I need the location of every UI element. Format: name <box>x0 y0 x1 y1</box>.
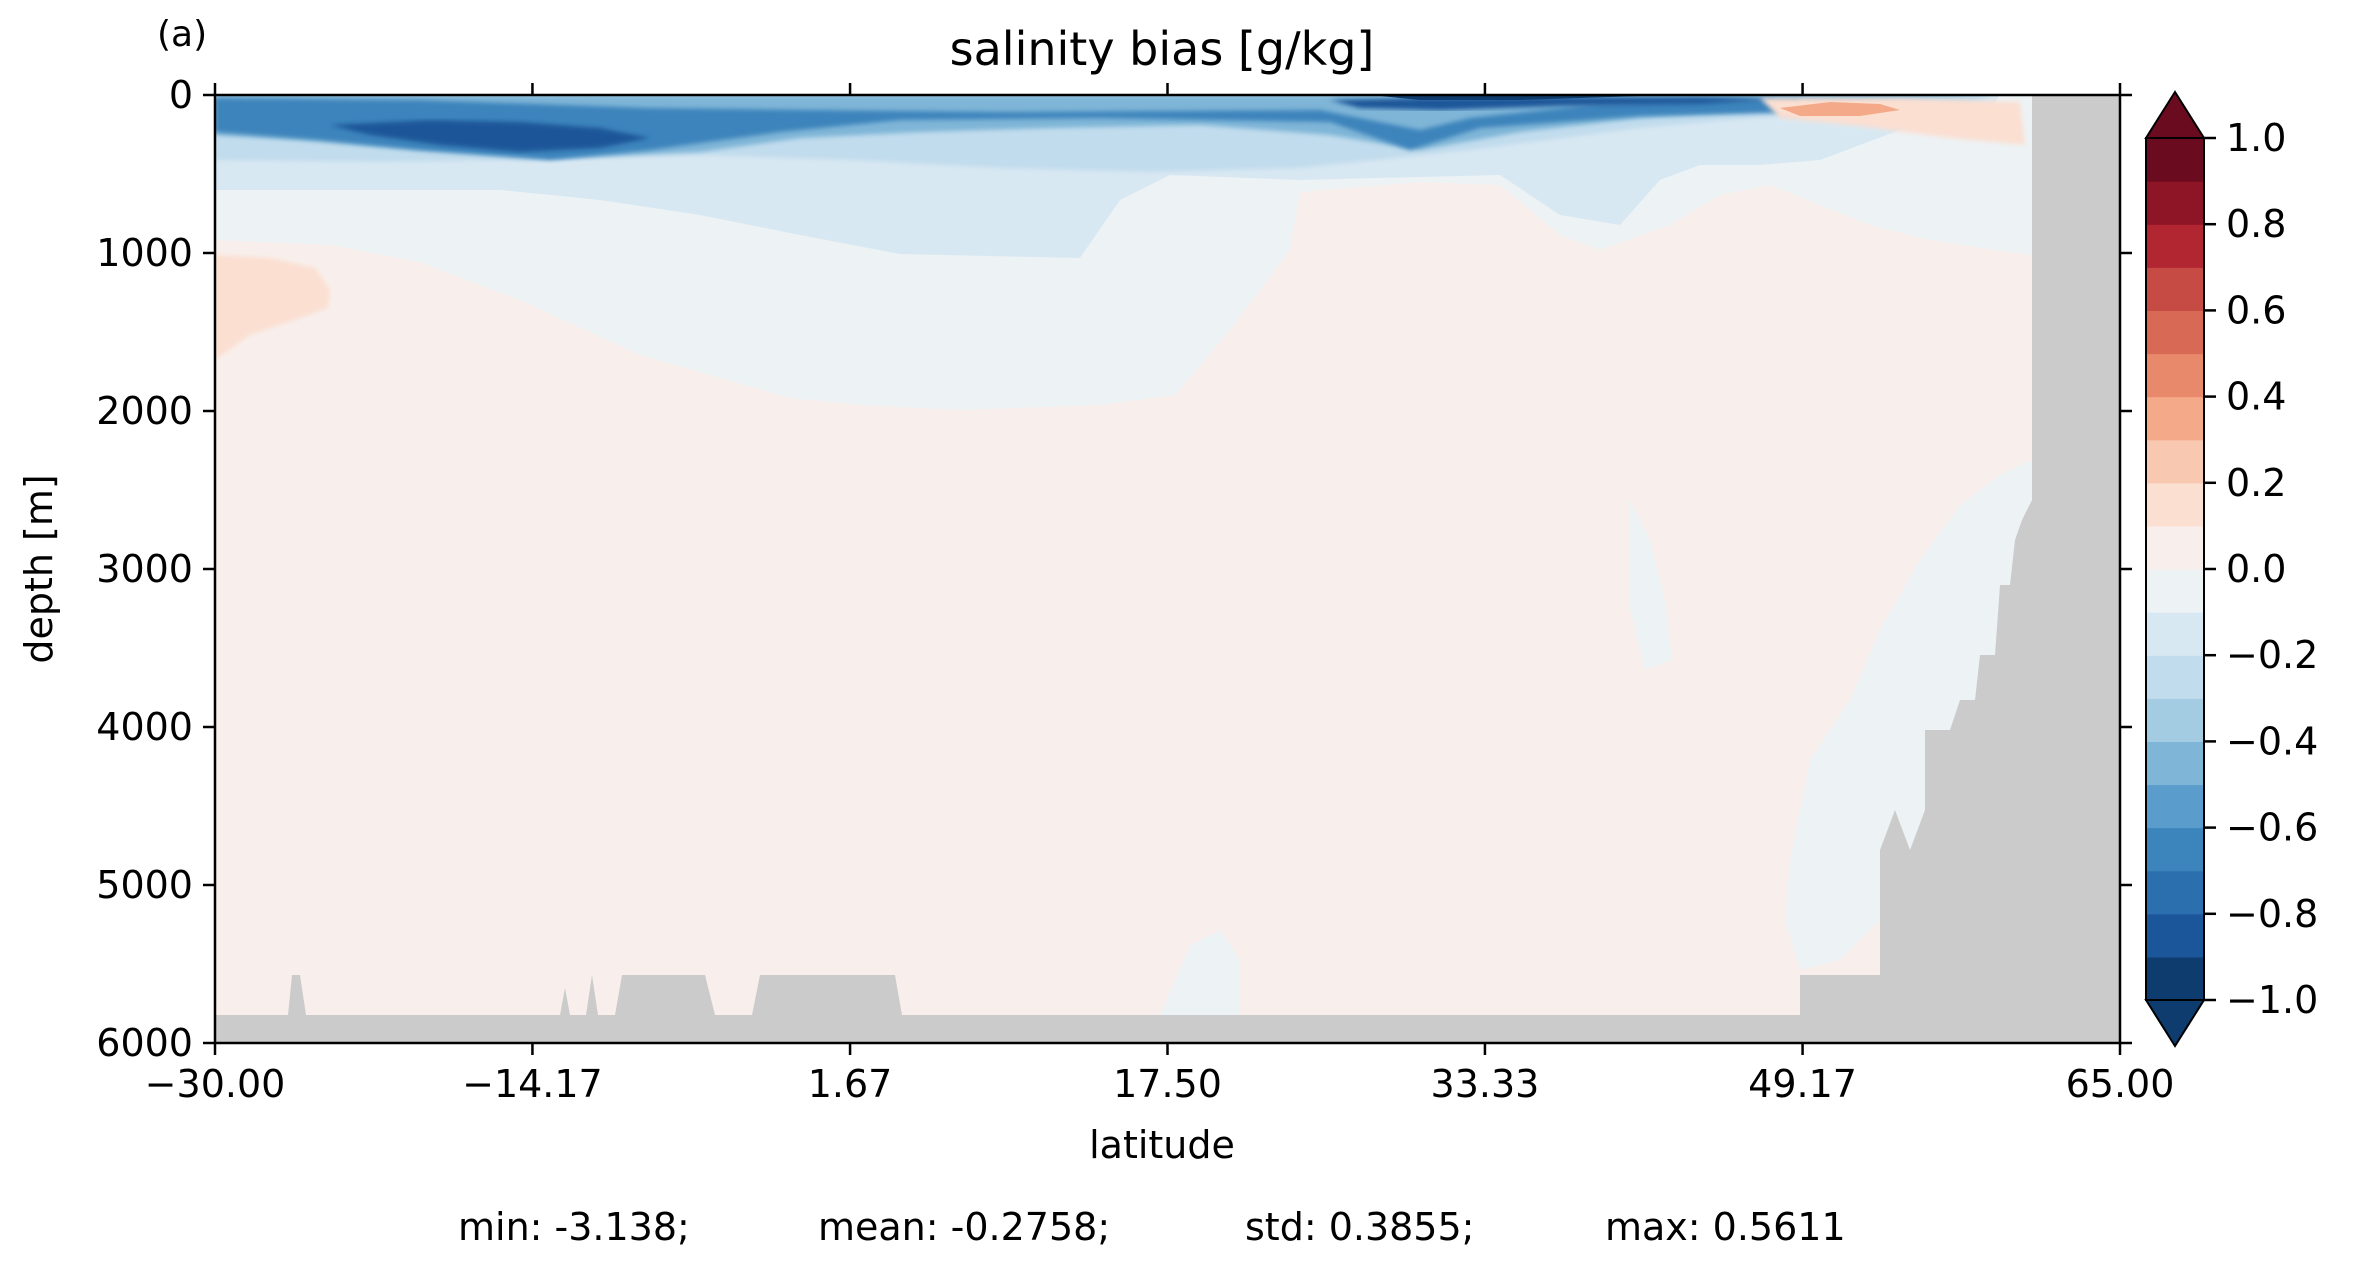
x-tick-label: 1.67 <box>808 1062 893 1106</box>
colorbar-segment <box>2146 310 2204 355</box>
colorbar: −1.0 −0.8 −0.6 −0.4 −0.2 0.0 0.2 0.4 0.6 0.8 1.0 <box>2144 90 2318 1048</box>
y-tick-label: 0 <box>169 73 193 117</box>
seamount-1 <box>288 975 306 1015</box>
y-tick-label: 5000 <box>96 863 193 907</box>
y-tick-label: 2000 <box>96 389 193 433</box>
seafloor <box>215 95 2120 1043</box>
colorbar-segment <box>2146 698 2204 742</box>
colorbar-segment <box>2146 353 2204 398</box>
colorbar-tick-label: 0.2 <box>2226 461 2286 505</box>
colorbar-segment <box>2146 956 2204 1001</box>
colorbar-segment <box>2146 267 2204 311</box>
colorbar-tick-label: 0.8 <box>2226 202 2286 246</box>
stat-max: max: 0.5611 <box>1605 1205 1846 1249</box>
colorbar-tick-label: −0.6 <box>2226 806 2318 850</box>
x-tick-label: −30.00 <box>145 1062 286 1106</box>
stat-min: min: -3.138; <box>458 1205 690 1249</box>
colorbar-tick-label: 1.0 <box>2226 116 2286 160</box>
x-tick-label: 49.17 <box>1748 1062 1857 1106</box>
bottom-fresh-patch <box>1160 930 1240 1015</box>
y-tick-label: 6000 <box>96 1021 193 1065</box>
seamount-2 <box>560 988 570 1015</box>
colorbar-segment <box>2146 525 2204 570</box>
x-tick-label: 65.00 <box>2066 1062 2175 1106</box>
colorbar-tick-label: 0.6 <box>2226 288 2286 332</box>
colorbar-segment <box>2146 569 2204 613</box>
y-tick-label: 1000 <box>96 231 193 275</box>
x-tick-label: −14.17 <box>462 1062 603 1106</box>
subpolar-salty-core <box>1780 102 1900 116</box>
summary-stats: min: -3.138; mean: -0.2758; std: 0.3855;… <box>458 1205 1846 1249</box>
y-tick-label: 4000 <box>96 705 193 749</box>
colorbar-segment <box>2146 396 2204 441</box>
ridge-1 <box>615 975 715 1015</box>
chart-title: salinity bias [g/kg] <box>950 22 1375 76</box>
colorbar-extend-min <box>2144 999 2206 1048</box>
colorbar-segment <box>2146 913 2204 958</box>
colorbar-segment <box>2146 655 2204 699</box>
colorbar-tick-label: −0.2 <box>2226 633 2318 677</box>
colorbar-segment <box>2146 138 2204 182</box>
y-axis: 0 1000 2000 3000 4000 5000 6000 <box>96 73 2132 1065</box>
x-tick-label: 33.33 <box>1431 1062 1540 1106</box>
colorbar-tick-label: 0.0 <box>2226 547 2286 591</box>
colorbar-tick-label: 0.4 <box>2226 375 2286 419</box>
colorbar-segment <box>2146 181 2204 225</box>
stat-mean: mean: -0.2758; <box>818 1205 1110 1249</box>
colorbar-tick-label: −0.8 <box>2226 892 2318 936</box>
abyssal-fresh-sliver <box>1630 500 1672 670</box>
x-axis: −30.00 −14.17 1.67 17.50 33.33 49.17 65.00 <box>145 83 2175 1106</box>
core-fresh-anomaly-east <box>1330 97 1780 110</box>
colorbar-tick-label: −0.4 <box>2226 719 2318 763</box>
abyssal-fresh-plume-north <box>1785 460 2032 970</box>
seamount-3 <box>586 975 598 1015</box>
colorbar-segment <box>2146 827 2204 872</box>
core-fresh-anomaly-west <box>330 120 650 152</box>
colorbar-extend-max <box>2144 90 2206 139</box>
colorbar-segment <box>2146 870 2204 915</box>
colorbar-segment <box>2146 741 2204 786</box>
colorbar-segment <box>2146 784 2204 829</box>
colorbar-tick-label: −1.0 <box>2226 978 2318 1022</box>
colorbar-segment <box>2146 439 2204 484</box>
southern-salty-patch <box>215 255 330 360</box>
colorbar-segment <box>2146 224 2204 268</box>
x-tick-label: 17.50 <box>1113 1062 1222 1106</box>
colorbar-segment <box>2146 612 2204 656</box>
x-axis-label: latitude <box>1089 1123 1235 1167</box>
y-tick-label: 3000 <box>96 547 193 591</box>
plot-area <box>215 95 2120 1043</box>
y-axis-label: depth [m] <box>17 474 61 663</box>
ridge-2 <box>752 975 902 1015</box>
panel-label: (a) <box>157 14 207 55</box>
colorbar-segment <box>2146 482 2204 527</box>
stat-std: std: 0.3855; <box>1245 1205 1474 1249</box>
land-mask <box>215 95 2120 1043</box>
